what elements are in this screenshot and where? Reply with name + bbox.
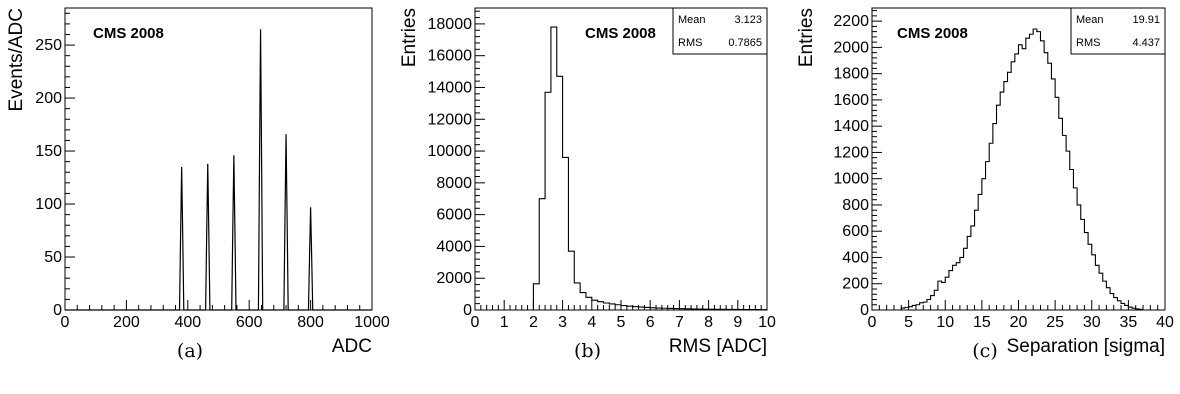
x-tick-label: 6	[646, 314, 655, 331]
stats-box	[1070, 7, 1166, 55]
x-axis-title: ADC	[332, 336, 372, 357]
x-tick-label: 10	[936, 314, 954, 331]
x-tick-label: 30	[1083, 314, 1101, 331]
x-tick-label: 400	[174, 314, 201, 331]
x-axis-title: Separation [sigma]	[1007, 336, 1165, 357]
stats-box	[672, 7, 768, 55]
y-tick-label: 1600	[833, 92, 869, 109]
x-tick-label: 40	[1156, 314, 1174, 331]
y-tick-label: 50	[44, 249, 62, 266]
series-line	[65, 29, 372, 311]
y-tick-label: 1400	[833, 118, 869, 135]
stats-mean-value: 3.123	[734, 14, 762, 26]
y-tick-label: 150	[35, 143, 62, 160]
x-tick-label: 1000	[354, 314, 390, 331]
x-tick-label: 9	[733, 314, 742, 331]
x-tick-label: 25	[1046, 314, 1064, 331]
chart-b: 0 1 2 3 4 5 6 7 8 9 10 0 2000 4000 6000 8000 10000 12000 1…	[399, 7, 776, 357]
y-tick-label: 16000	[428, 48, 473, 65]
y-tick-label: 0	[860, 302, 869, 319]
y-tick-label: 800	[842, 197, 869, 214]
x-tick-label: 0	[471, 314, 480, 331]
y-tick-label: 6000	[436, 207, 472, 224]
x-tick-label: 2	[529, 314, 538, 331]
y-tick-label: 2000	[833, 39, 869, 56]
x-tick-label: 5	[904, 314, 913, 331]
y-tick-label: 0	[463, 302, 472, 319]
y-tick-label: 8000	[436, 175, 472, 192]
x-tick-label: 8	[704, 314, 713, 331]
y-tick-label: 1200	[833, 144, 869, 161]
histogram-outline	[532, 26, 768, 311]
stats-rms-label: RMS	[678, 37, 702, 49]
y-tick-label: 4000	[436, 238, 472, 255]
y-tick-label: 18000	[428, 16, 473, 33]
y-tick-label: 0	[53, 302, 62, 319]
y-tick-label: 400	[842, 249, 869, 266]
y-tick-label: 200	[842, 276, 869, 293]
stats-mean-value: 19.91	[1132, 14, 1160, 26]
x-tick-label: 3	[558, 314, 567, 331]
x-tick-label: 35	[1119, 314, 1137, 331]
histogram-outline	[900, 28, 1144, 311]
y-tick-label: 250	[35, 37, 62, 54]
y-tick-label: 200	[35, 90, 62, 107]
y-tick-label: 14000	[428, 79, 473, 96]
x-tick-label: 4	[587, 314, 596, 331]
x-tick-label: 600	[236, 314, 263, 331]
plot-frame	[64, 7, 373, 311]
cms-label: CMS 2008	[585, 25, 656, 42]
y-tick-label: 10000	[428, 143, 473, 160]
x-tick-label: 200	[113, 314, 140, 331]
stats-mean-label: Mean	[678, 14, 706, 26]
caption-c: (c)	[972, 340, 998, 362]
panel-b: 0 1 2 3 4 5 6 7 8 9 10 0 2000 4000 6000 8000 10000 12000 1…	[395, 0, 780, 394]
x-tick-label: 800	[297, 314, 324, 331]
x-tick-label: 0	[61, 314, 70, 331]
x-tick-label: 10	[758, 314, 776, 331]
panel-a: 0 200 400 600 800 1000 0 50 100 150 200 250 ADC Event…	[0, 0, 390, 394]
x-tick-label: 0	[868, 314, 877, 331]
y-axis-title: Entries	[399, 8, 420, 67]
cms-label: CMS 2008	[93, 25, 164, 42]
chart-a: 0 200 400 600 800 1000 0 50 100 150 200 250 ADC Event…	[6, 7, 390, 357]
panel-c: 0 5 10 15 20 25 30 35 40 0 200 400 600 800 1000 1200 140…	[790, 0, 1180, 394]
y-tick-label: 2200	[833, 13, 869, 30]
y-tick-label: 2000	[436, 270, 472, 287]
y-tick-label: 600	[842, 223, 869, 240]
x-tick-label: 15	[973, 314, 991, 331]
cms-label: CMS 2008	[897, 25, 968, 42]
y-tick-label: 12000	[428, 111, 473, 128]
x-tick-label: 1	[500, 314, 509, 331]
stats-rms-value: 0.7865	[728, 37, 762, 49]
caption-a: (a)	[176, 340, 204, 362]
caption-b: (b)	[574, 340, 601, 362]
y-tick-label: 1000	[833, 171, 869, 188]
stats-rms-value: 4.437	[1132, 37, 1160, 49]
x-tick-label: 7	[675, 314, 684, 331]
y-tick-label: 100	[35, 196, 62, 213]
x-tick-label: 20	[1010, 314, 1028, 331]
x-tick-label: 5	[617, 314, 626, 331]
y-axis-title: Events/ADC	[6, 8, 27, 111]
y-tick-label: 1800	[833, 66, 869, 83]
stats-rms-label: RMS	[1076, 37, 1100, 49]
x-axis-title: RMS [ADC]	[669, 336, 767, 357]
chart-c: 0 5 10 15 20 25 30 35 40020040060080010001200140…	[796, 7, 1174, 357]
stats-mean-label: Mean	[1076, 14, 1104, 26]
y-axis-title: Entries	[796, 8, 817, 67]
